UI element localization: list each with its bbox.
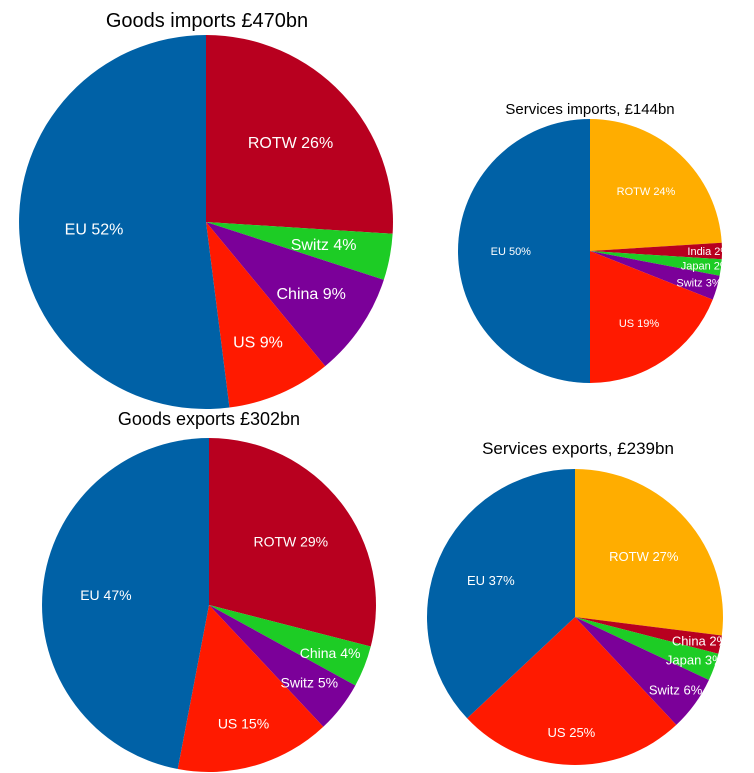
slice-eu bbox=[427, 469, 575, 719]
slice-us bbox=[467, 617, 677, 765]
slice-label-india: India 2% bbox=[687, 246, 730, 258]
slice-china bbox=[575, 617, 722, 654]
slice-label-us: US 9% bbox=[233, 335, 283, 352]
services-imports-pie: Services imports, £144bn ROTW 24% India 2… bbox=[458, 101, 730, 383]
slice-label-eu: EU 50% bbox=[491, 246, 532, 258]
slice-label-switz: Switz 5% bbox=[281, 675, 339, 691]
slice-eu bbox=[19, 35, 230, 409]
slice-label-switz: Switz 4% bbox=[291, 237, 357, 254]
slice-label-eu: EU 47% bbox=[80, 587, 131, 603]
slice-rotw bbox=[206, 35, 393, 234]
slice-rotw bbox=[209, 438, 376, 647]
slice-label-eu: EU 37% bbox=[467, 573, 515, 588]
slice-switz bbox=[209, 605, 356, 727]
slice-us bbox=[206, 222, 326, 408]
slice-switz bbox=[575, 617, 709, 725]
slice-label-rotw: ROTW 29% bbox=[253, 533, 328, 549]
slice-us bbox=[177, 605, 324, 772]
slice-label-rotw: ROTW 26% bbox=[248, 135, 333, 152]
slice-label-rotw: ROTW 24% bbox=[617, 186, 676, 198]
slice-india bbox=[590, 242, 723, 260]
slice-rotw bbox=[575, 469, 723, 636]
services-exports-title: Services exports, £239bn bbox=[482, 439, 674, 458]
goods-imports-title: Goods imports £470bn bbox=[106, 10, 308, 32]
slice-switz bbox=[206, 222, 393, 280]
slice-us bbox=[590, 251, 713, 383]
slice-label-china: China 9% bbox=[277, 286, 346, 303]
goods-exports-pie: Goods exports £302bn ROTW 29% China 4% Swi… bbox=[42, 409, 376, 772]
slice-eu bbox=[458, 119, 590, 383]
services-imports-title: Services imports, £144bn bbox=[505, 101, 674, 118]
slice-label-us: US 19% bbox=[619, 318, 660, 330]
goods-imports-pie: Goods imports £470bn ROTW 26% Switz 4% Chi… bbox=[19, 10, 393, 409]
slice-japan bbox=[575, 617, 719, 681]
slice-china bbox=[209, 605, 371, 686]
services-exports-pie: Services exports, £239bn ROTW 27% China 2… bbox=[427, 439, 729, 765]
slice-label-us: US 15% bbox=[218, 716, 269, 732]
slice-china bbox=[206, 222, 384, 367]
slice-label-switz: Switz 3% bbox=[676, 278, 721, 290]
slice-label-eu: EU 52% bbox=[65, 222, 124, 239]
slice-label-japan: Japan 3% bbox=[666, 653, 724, 668]
slice-eu bbox=[42, 438, 210, 770]
slice-switz bbox=[590, 251, 720, 300]
goods-exports-title: Goods exports £302bn bbox=[118, 409, 300, 429]
slice-label-rotw: ROTW 27% bbox=[609, 549, 679, 564]
slice-label-switz: Switz 6% bbox=[649, 683, 703, 698]
slice-label-japan: Japan 2% bbox=[681, 260, 730, 272]
slice-japan bbox=[590, 251, 722, 276]
slice-label-china: China 2% bbox=[672, 633, 729, 648]
slice-label-us: US 25% bbox=[548, 725, 596, 740]
slice-label-china: China 4% bbox=[300, 645, 361, 661]
slice-rotw bbox=[590, 119, 722, 251]
